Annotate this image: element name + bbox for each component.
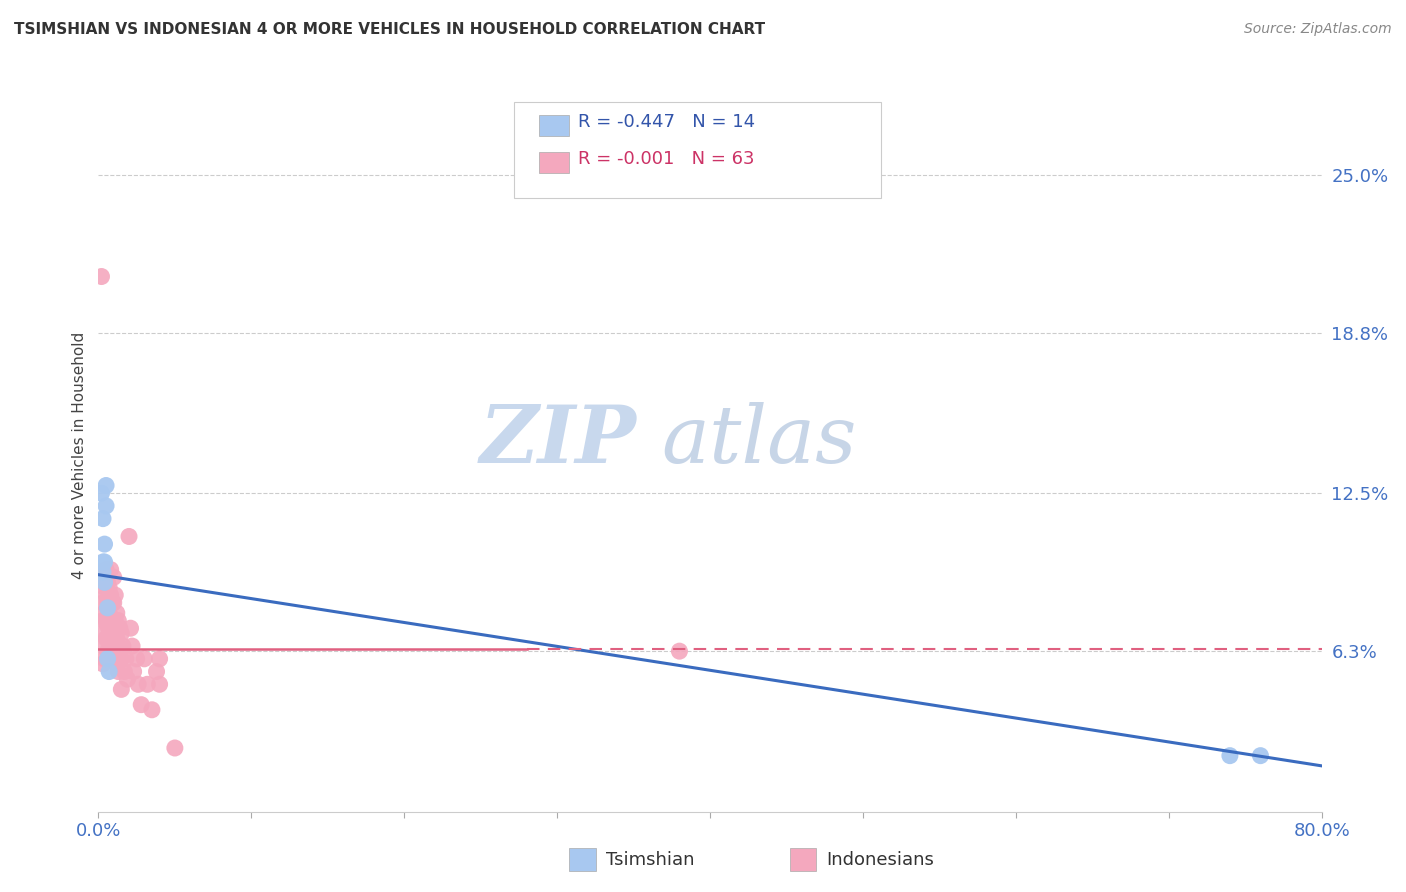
Point <box>1219 748 1241 763</box>
Point <box>103 621 125 635</box>
Point <box>93 575 115 590</box>
Point <box>110 626 132 640</box>
Point <box>163 741 186 756</box>
Point <box>97 618 120 632</box>
Point <box>108 647 131 661</box>
Point <box>129 698 152 712</box>
Text: ZIP: ZIP <box>479 402 637 479</box>
Text: Indonesians: Indonesians <box>827 851 934 869</box>
Point <box>107 665 129 679</box>
Point <box>90 486 112 500</box>
Point <box>117 672 139 686</box>
Point <box>91 555 114 569</box>
Text: Tsimshian: Tsimshian <box>606 851 695 869</box>
Point <box>97 575 120 590</box>
Point <box>104 588 127 602</box>
Point <box>97 644 120 658</box>
Text: R = -0.447   N = 14: R = -0.447 N = 14 <box>578 112 755 130</box>
Text: atlas: atlas <box>661 402 856 479</box>
Point <box>127 677 149 691</box>
Bar <box>569 848 596 871</box>
Point <box>98 581 121 595</box>
Point <box>122 665 145 679</box>
Point <box>98 606 121 620</box>
Point <box>101 596 124 610</box>
Point <box>91 639 114 653</box>
Point <box>141 703 163 717</box>
Point <box>120 621 142 635</box>
Point <box>100 614 122 628</box>
Point <box>103 596 125 610</box>
Point <box>90 269 112 284</box>
Point <box>125 652 148 666</box>
Point <box>115 652 138 666</box>
Point <box>105 657 128 671</box>
Point <box>104 614 127 628</box>
Point <box>145 665 167 679</box>
Y-axis label: 4 or more Vehicles in Household: 4 or more Vehicles in Household <box>72 331 87 579</box>
Point <box>110 652 132 666</box>
Point <box>100 588 122 602</box>
Text: Source: ZipAtlas.com: Source: ZipAtlas.com <box>1244 22 1392 37</box>
Point <box>94 499 117 513</box>
Point <box>100 644 122 658</box>
Point <box>118 529 141 543</box>
Point <box>91 565 114 579</box>
Point <box>98 665 121 679</box>
Point <box>91 575 114 590</box>
Point <box>93 652 115 666</box>
Point <box>97 600 120 615</box>
Point <box>105 632 128 646</box>
Point <box>110 682 132 697</box>
Point <box>98 632 121 646</box>
Point <box>104 644 127 658</box>
Point <box>105 606 128 620</box>
Point <box>94 478 117 492</box>
Point <box>103 570 125 584</box>
Point <box>108 621 131 635</box>
Text: TSIMSHIAN VS INDONESIAN 4 OR MORE VEHICLES IN HOUSEHOLD CORRELATION CHART: TSIMSHIAN VS INDONESIAN 4 OR MORE VEHICL… <box>14 22 765 37</box>
Bar <box>790 848 817 871</box>
Point <box>94 632 117 646</box>
Point <box>93 555 115 569</box>
Point <box>97 596 120 610</box>
Point <box>134 652 156 666</box>
Point <box>93 626 115 640</box>
Point <box>136 677 159 691</box>
Point <box>668 644 690 658</box>
Text: R = -0.001   N = 63: R = -0.001 N = 63 <box>578 150 755 168</box>
Point <box>101 621 124 635</box>
Point <box>100 563 122 577</box>
FancyBboxPatch shape <box>515 102 882 198</box>
Point <box>93 537 115 551</box>
Point <box>94 563 117 577</box>
Point <box>149 677 172 691</box>
Point <box>149 652 172 666</box>
Point <box>93 581 115 595</box>
Point <box>91 657 114 671</box>
Bar <box>538 152 569 173</box>
Point <box>94 588 117 602</box>
Point <box>112 665 135 679</box>
Point <box>1249 748 1271 763</box>
Point <box>93 606 115 620</box>
Point <box>97 652 120 666</box>
Point <box>121 639 143 653</box>
Point <box>91 596 114 610</box>
Point <box>107 639 129 653</box>
Point <box>91 511 114 525</box>
Point <box>107 614 129 628</box>
Point <box>94 614 117 628</box>
Bar <box>538 114 569 136</box>
Point <box>111 639 134 653</box>
Point <box>91 614 114 628</box>
